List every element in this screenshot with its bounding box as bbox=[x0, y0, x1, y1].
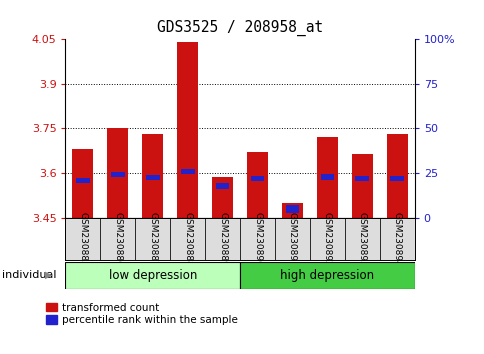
Text: GSM230888: GSM230888 bbox=[183, 211, 192, 267]
Title: GDS3525 / 208958_at: GDS3525 / 208958_at bbox=[157, 20, 322, 36]
Bar bbox=[250, 176, 264, 181]
Bar bbox=[107, 129, 128, 218]
Bar bbox=[100, 218, 135, 260]
Bar bbox=[181, 169, 194, 174]
Bar bbox=[320, 174, 333, 179]
Bar bbox=[76, 178, 90, 183]
Legend: transformed count, percentile rank within the sample: transformed count, percentile rank withi… bbox=[46, 303, 238, 325]
Bar bbox=[72, 149, 93, 218]
Bar bbox=[281, 203, 302, 218]
Bar bbox=[135, 218, 170, 260]
Bar bbox=[170, 218, 205, 260]
Bar bbox=[386, 134, 407, 218]
Bar bbox=[215, 183, 229, 189]
Bar bbox=[65, 218, 100, 260]
Bar bbox=[212, 177, 233, 218]
Bar bbox=[240, 262, 414, 289]
Bar bbox=[65, 262, 240, 289]
Text: individual: individual bbox=[2, 270, 57, 280]
Text: GSM230891: GSM230891 bbox=[287, 211, 296, 267]
Text: GSM230892: GSM230892 bbox=[322, 212, 331, 266]
Bar bbox=[316, 137, 337, 218]
Text: GSM230886: GSM230886 bbox=[113, 211, 122, 267]
Text: high depression: high depression bbox=[280, 269, 374, 282]
Bar bbox=[142, 134, 163, 218]
Text: GSM230890: GSM230890 bbox=[253, 211, 261, 267]
Text: GSM230894: GSM230894 bbox=[392, 212, 401, 266]
Bar bbox=[355, 176, 368, 181]
Bar bbox=[205, 218, 240, 260]
Bar bbox=[351, 154, 372, 218]
Bar bbox=[177, 42, 198, 218]
Bar bbox=[246, 152, 268, 218]
Bar bbox=[274, 218, 309, 260]
Text: low depression: low depression bbox=[108, 269, 197, 282]
Text: GSM230885: GSM230885 bbox=[78, 211, 87, 267]
Bar bbox=[390, 176, 403, 181]
Bar bbox=[309, 218, 344, 260]
Text: GSM230893: GSM230893 bbox=[357, 211, 366, 267]
Bar bbox=[344, 218, 379, 260]
Text: GSM230889: GSM230889 bbox=[218, 211, 227, 267]
Text: GSM230887: GSM230887 bbox=[148, 211, 157, 267]
Bar bbox=[240, 218, 274, 260]
Bar bbox=[285, 205, 299, 213]
Bar bbox=[379, 218, 414, 260]
Bar bbox=[146, 175, 159, 180]
Text: ▶: ▶ bbox=[45, 270, 52, 280]
Bar bbox=[111, 172, 124, 177]
